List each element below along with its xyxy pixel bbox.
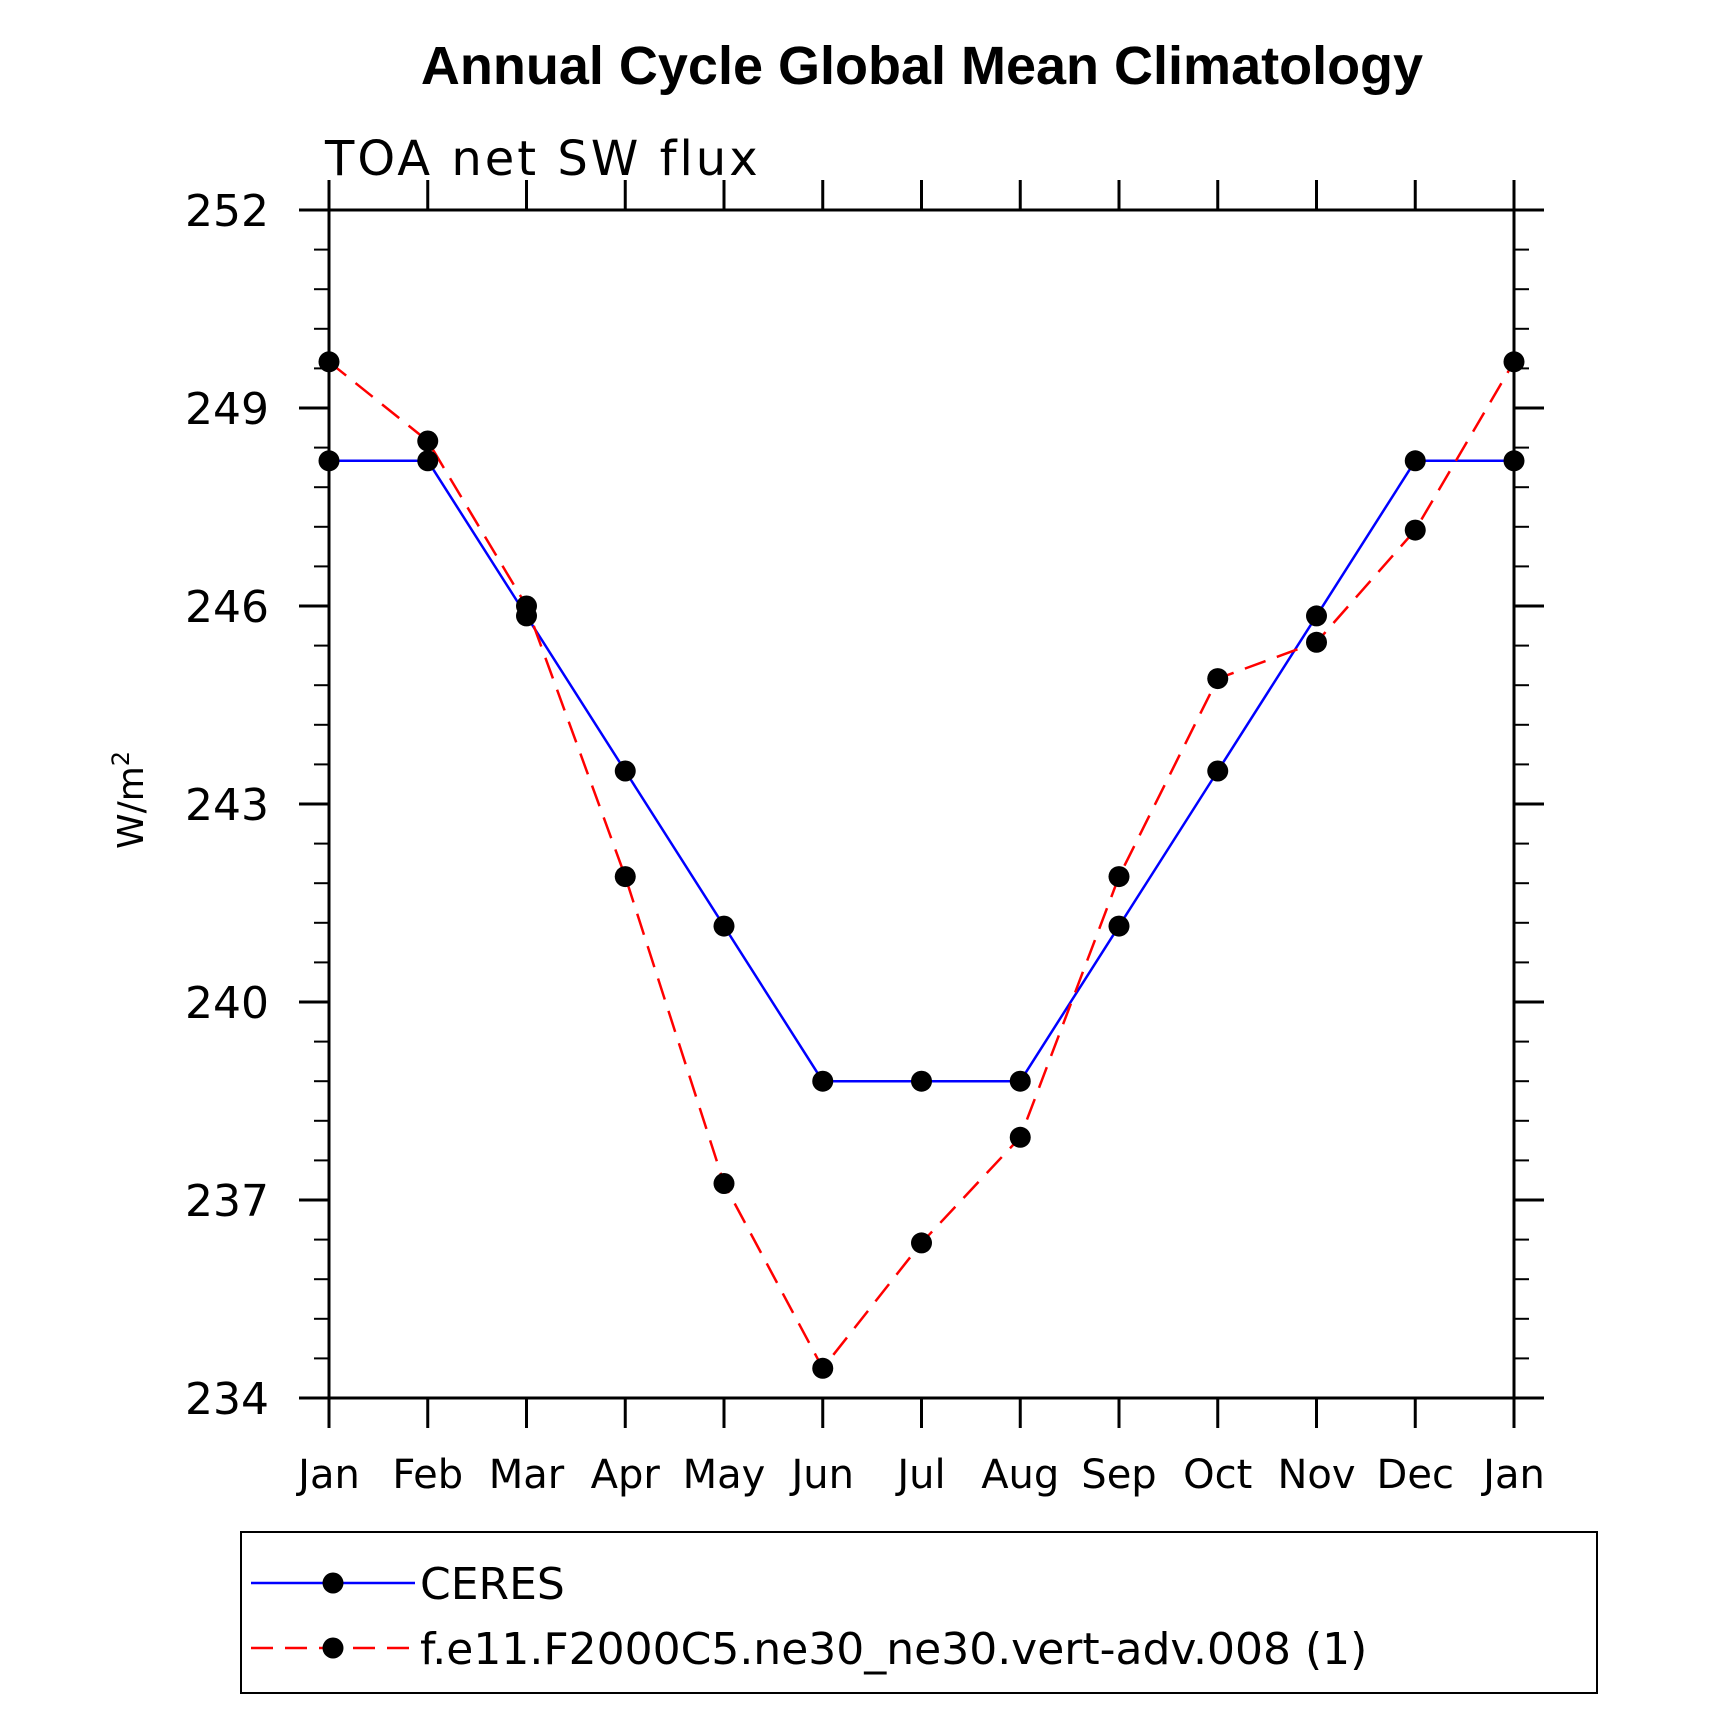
y-tick-label: 246 xyxy=(185,582,269,633)
x-tick-label: Nov xyxy=(1277,1452,1355,1498)
series-0-point xyxy=(614,760,636,782)
y-tick-label: 234 xyxy=(185,1374,269,1425)
x-tick-label: May xyxy=(683,1452,766,1498)
series-1-point xyxy=(318,351,340,373)
legend-box xyxy=(240,1531,1598,1694)
legend-marker-0 xyxy=(322,1572,344,1594)
series-0-point xyxy=(417,450,439,472)
x-tick-label: Jan xyxy=(1480,1452,1545,1498)
series-0-point xyxy=(911,1070,932,1092)
legend-label-1: f.e11.F2000C5.ne30_ne30.vert-adv.008 (1) xyxy=(420,1624,1367,1675)
series-0-point xyxy=(812,1070,834,1092)
series-0-point xyxy=(1108,915,1130,937)
x-tick-label: Jul xyxy=(894,1452,945,1498)
chart-subtitle: TOA net SW flux xyxy=(324,131,761,187)
series-0-point xyxy=(1503,450,1525,472)
x-tick-label: Apr xyxy=(591,1452,661,1498)
legend-marker-1 xyxy=(322,1637,344,1659)
x-tick-label: Oct xyxy=(1183,1452,1252,1498)
x-tick-label: Aug xyxy=(981,1452,1059,1498)
y-axis-label-superscript: 2 xyxy=(107,751,135,766)
y-axis-label: W/m2 xyxy=(107,751,152,849)
series-layer xyxy=(318,351,1525,1379)
series-1-point xyxy=(1306,631,1327,653)
y-tick-label: 252 xyxy=(185,186,269,237)
series-0-point xyxy=(1306,605,1327,627)
series-1-point xyxy=(614,866,636,888)
y-axis-label-unit: W/m xyxy=(111,766,152,849)
axes: 234 237 240 243 246 249 252 Jan Feb Mar Apr May Jun J… xyxy=(185,180,1545,1498)
y-tick-label: 243 xyxy=(185,780,269,831)
series-1-point xyxy=(1108,866,1130,888)
series-1-point xyxy=(417,430,439,452)
series-1-point xyxy=(1009,1126,1031,1148)
x-tick-label: Sep xyxy=(1081,1452,1156,1498)
series-1-point xyxy=(516,595,537,617)
legend: CERES f.e11.F2000C5.ne30_ne30.vert-adv.00… xyxy=(251,1559,1367,1675)
chart-title: Annual Cycle Global Mean Climatology xyxy=(421,36,1423,96)
y-tick-label: 240 xyxy=(185,978,269,1029)
series-0-point xyxy=(318,450,340,472)
series-1-point xyxy=(1503,351,1525,373)
series-0-point xyxy=(1207,760,1229,782)
series-0-point xyxy=(1009,1070,1031,1092)
x-tick-label: Mar xyxy=(489,1452,565,1498)
x-tick-label: Jan xyxy=(295,1452,360,1498)
plot-frame xyxy=(327,208,1516,1400)
series-line-0 xyxy=(329,459,1514,1083)
x-tick-label: Dec xyxy=(1377,1452,1454,1498)
y-tick-label: 237 xyxy=(185,1176,269,1227)
legend-label-0: CERES xyxy=(420,1559,565,1610)
x-tick-label: Feb xyxy=(392,1452,463,1498)
series-line-1 xyxy=(328,360,1516,1371)
series-0-point xyxy=(1404,450,1426,472)
series-1-point xyxy=(911,1232,932,1254)
series-0-point xyxy=(713,915,735,937)
y-tick-label: 249 xyxy=(185,384,269,435)
series-1-point xyxy=(1207,668,1229,690)
series-1-point xyxy=(1404,519,1426,541)
series-1-point xyxy=(812,1357,834,1379)
series-1-point xyxy=(713,1173,735,1194)
x-tick-label: Jun xyxy=(789,1452,855,1498)
